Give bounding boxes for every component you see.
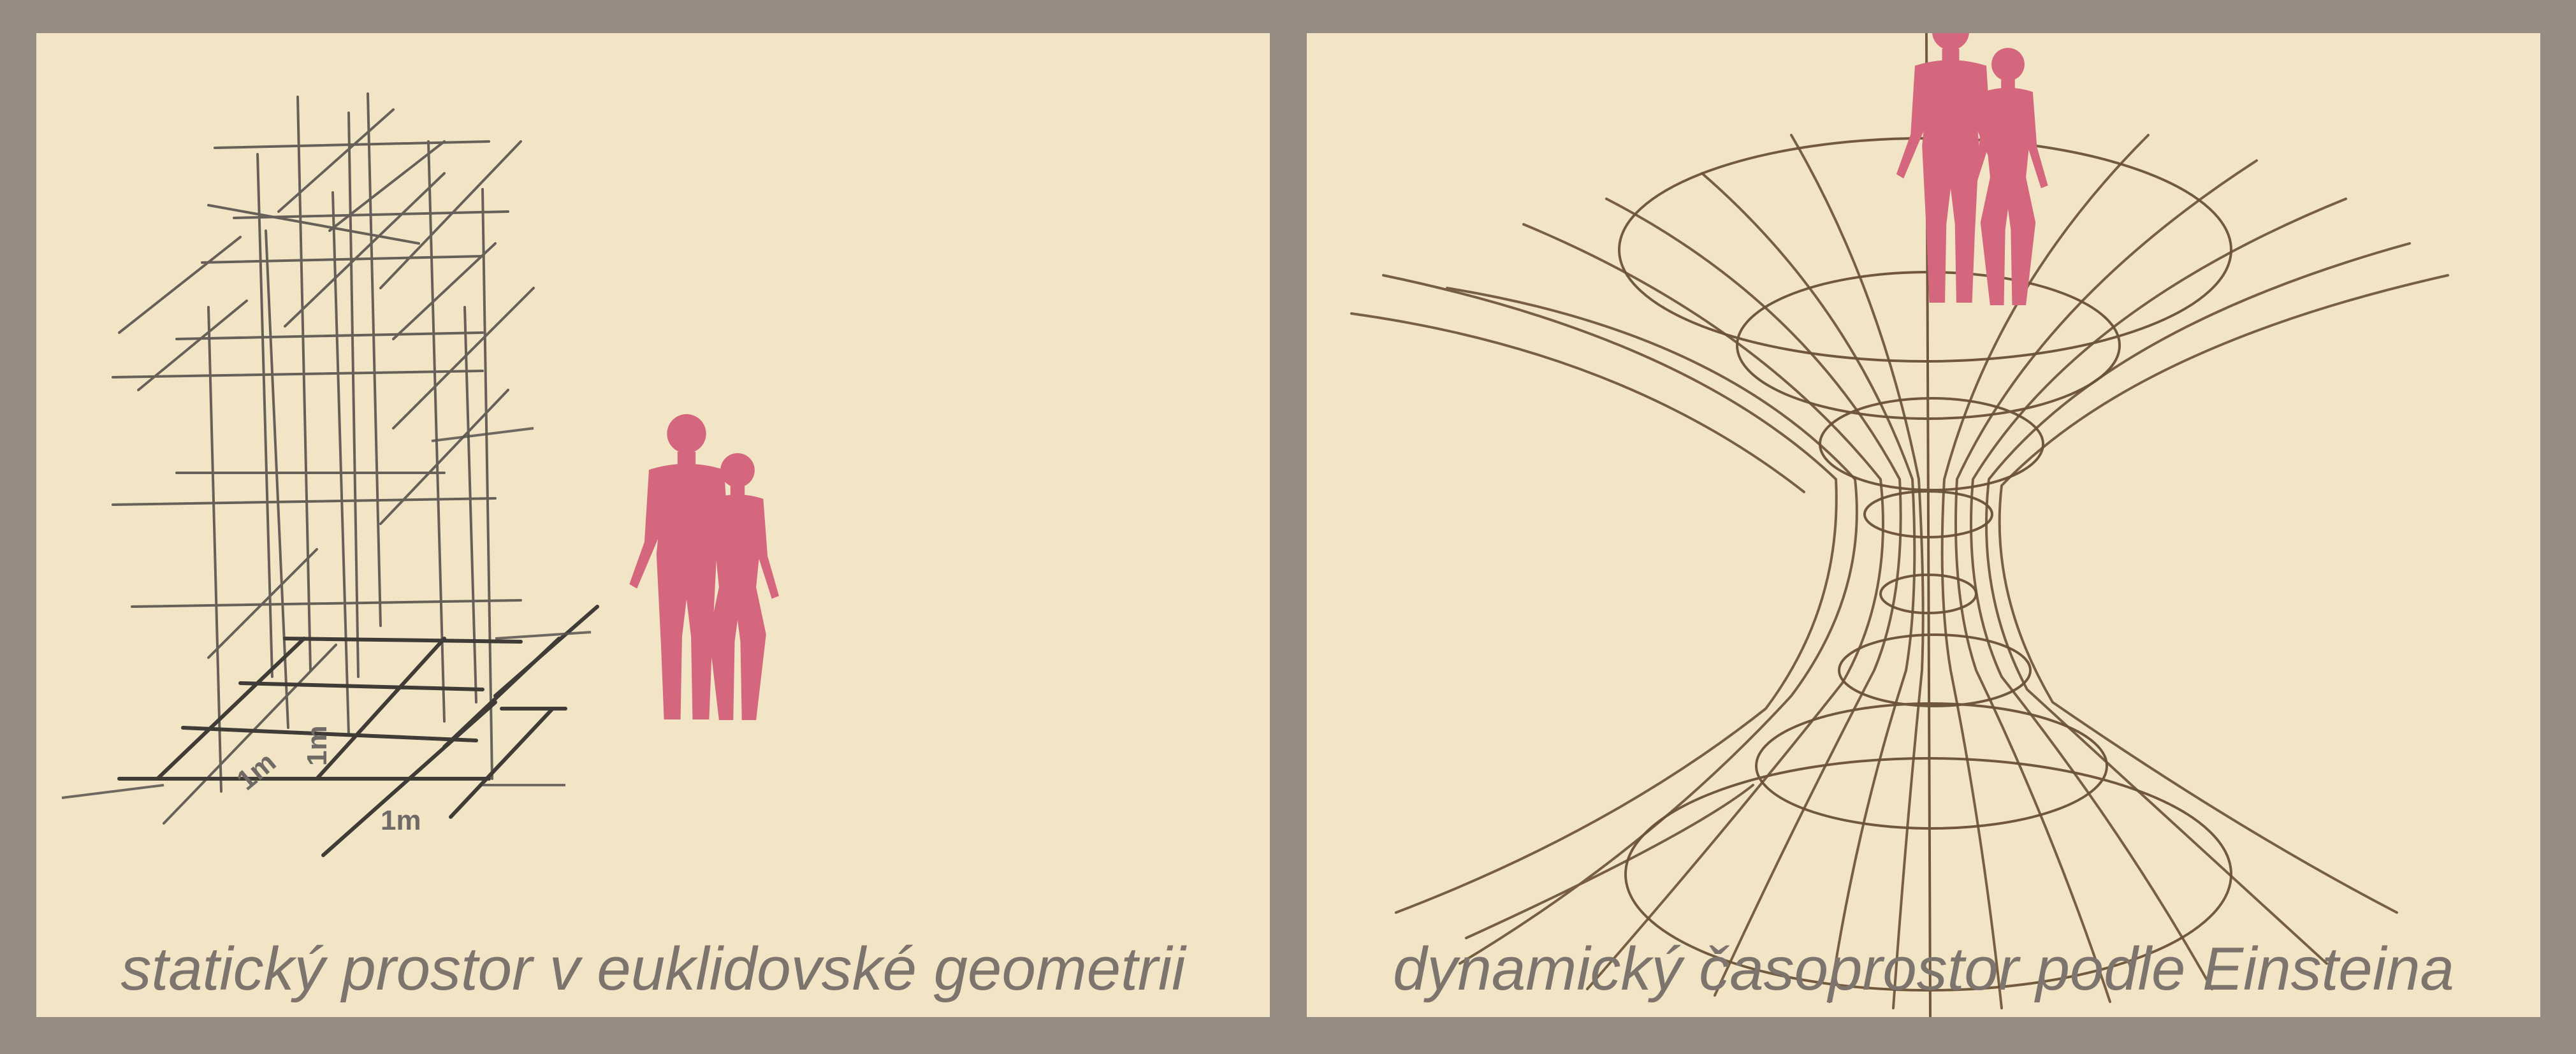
width-dimension-label: 1m: [381, 805, 421, 836]
spacetime-funnel-sketch: [1350, 33, 2449, 1017]
euclidean-grid-sketch: 1m 1m 1m: [61, 92, 779, 857]
spacetime-caption: dynamický časoprostor podle Einsteina: [1393, 935, 2454, 1003]
spacetime-panel: dynamický časoprostor podle Einsteina: [1307, 33, 2540, 1017]
couple-figures: [629, 414, 779, 720]
depth-dimension-label: 1m: [231, 746, 282, 796]
euclidean-space-panel: 1m 1m 1m statický prostor v euklidovské …: [36, 33, 1270, 1017]
couple-figures: [1896, 33, 2048, 305]
euclidean-caption: statický prostor v euklidovské geometrii: [120, 935, 1186, 1003]
height-dimension-label: 1m: [302, 725, 333, 766]
